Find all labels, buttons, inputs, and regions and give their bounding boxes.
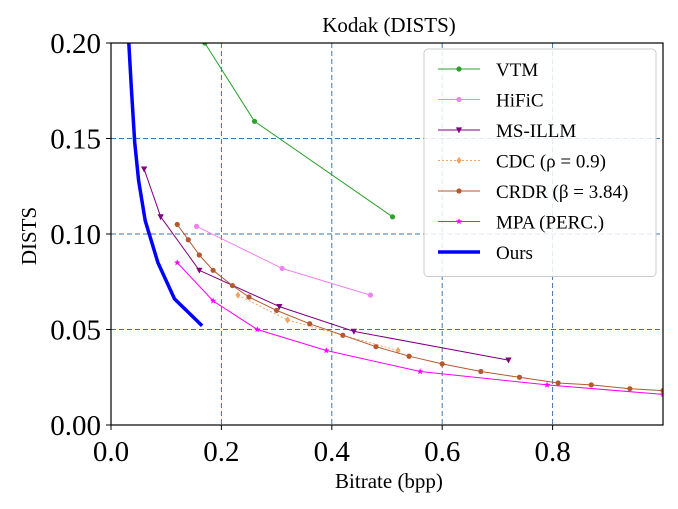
data-point-mpa-perc <box>174 259 181 266</box>
data-point-crdr-3-84 <box>307 321 313 327</box>
x-tick-label: 0.2 <box>203 436 239 468</box>
data-point-hific <box>367 292 374 298</box>
series-crdr-3-84 <box>174 221 663 394</box>
data-point-crdr-3-84 <box>555 380 561 386</box>
data-point-crdr-3-84 <box>588 382 594 388</box>
y-tick-label: 0.00 <box>50 410 101 442</box>
data-point-ms-illm <box>350 328 357 335</box>
series-vtm <box>202 43 396 220</box>
x-tick-label: 0.8 <box>534 436 570 468</box>
data-point-crdr-3-84 <box>185 237 191 243</box>
data-point-crdr-3-84 <box>210 267 216 273</box>
legend-entry-hific: HiFiC <box>438 91 544 112</box>
data-point-mpa-perc <box>659 391 663 398</box>
legend-entry-cdc-0-9: CDC (ρ = 0.9) <box>438 152 606 173</box>
data-point-crdr-3-84 <box>174 221 180 228</box>
data-point-crdr-3-84 <box>478 368 484 375</box>
legend-marker <box>456 156 462 165</box>
data-point-crdr-3-84 <box>660 388 663 394</box>
data-point-cdc-0-9 <box>395 346 401 355</box>
legend-marker <box>455 127 463 134</box>
data-point-crdr-3-84 <box>229 282 236 289</box>
legend-label: HiFiC <box>496 91 544 112</box>
legend-entry-mpa-perc: MPA (PERC.) <box>438 213 604 234</box>
legend-label: Ours <box>496 243 533 264</box>
data-point-crdr-3-84 <box>516 374 523 380</box>
data-point-ms-illm <box>276 303 283 310</box>
legend-entry-ms-illm: MS-ILLM <box>438 121 576 142</box>
chart-title: Kodak (DISTS) <box>322 13 456 37</box>
data-point-crdr-3-84 <box>439 361 445 367</box>
data-point-crdr-3-84 <box>406 353 412 359</box>
series-line-ms-illm <box>143 168 509 361</box>
data-point-crdr-3-84 <box>340 332 346 338</box>
data-point-crdr-3-84 <box>627 386 633 392</box>
legend-box <box>423 48 657 277</box>
x-tick-label: 0.6 <box>424 436 460 468</box>
legend-label: CRDR (β = 3.84) <box>496 182 628 203</box>
legend-marker <box>456 188 462 194</box>
series-ours <box>127 43 204 327</box>
data-point-cdc-0-9 <box>235 291 241 299</box>
data-point-crdr-3-84 <box>196 252 202 258</box>
legend-entry-ours: Ours <box>438 243 533 264</box>
data-point-vtm <box>202 43 208 46</box>
data-point-mpa-perc <box>209 297 217 304</box>
data-point-mpa-perc <box>543 381 551 388</box>
legend: VTM HiFiC MS-ILLM CDC (ρ = 0.9) CRDR (β = 3.… <box>423 48 657 277</box>
y-tick-label: 0.20 <box>50 28 101 60</box>
data-point-cdc-0-9 <box>285 316 291 324</box>
plot-series <box>127 43 663 398</box>
y-tick-label: 0.10 <box>50 219 101 251</box>
x-tick-label: 0.4 <box>314 436 351 468</box>
series-hific <box>193 223 374 298</box>
legend-marker <box>456 96 462 103</box>
legend-marker <box>456 66 462 72</box>
data-point-vtm <box>389 214 396 220</box>
x-tick-label: 0.0 <box>93 436 129 468</box>
legend-label: VTM <box>496 60 538 81</box>
legend-label: MPA (PERC.) <box>496 213 604 234</box>
series-line-ours <box>127 43 204 327</box>
data-point-ms-illm <box>196 267 203 274</box>
legend-marker <box>455 218 463 225</box>
data-point-ms-illm <box>157 214 164 221</box>
y-tick-label: 0.15 <box>50 124 101 156</box>
data-point-hific <box>193 223 200 229</box>
data-point-crdr-3-84 <box>373 344 379 350</box>
legend-label: MS-ILLM <box>496 121 576 142</box>
data-point-crdr-3-84 <box>246 294 252 300</box>
axis-ticks: 0.0 0.2 0.4 0.6 0.8 0.00 0.05 0.10 0.15 0.20 <box>50 28 570 468</box>
data-point-ms-illm <box>141 166 148 173</box>
data-point-mpa-perc <box>416 368 424 375</box>
series-ms-illm <box>141 166 512 364</box>
plot-area <box>127 43 663 398</box>
data-point-mpa-perc <box>254 326 261 333</box>
data-point-mpa-perc <box>323 347 330 354</box>
legend-label: CDC (ρ = 0.9) <box>496 152 606 173</box>
data-point-ms-illm <box>505 357 512 364</box>
series-mpa-perc <box>174 259 663 398</box>
data-point-crdr-3-84 <box>274 307 280 313</box>
y-tick-label: 0.05 <box>50 315 101 347</box>
legend-entry-crdr-3-84: CRDR (β = 3.84) <box>438 182 628 203</box>
x-axis-label: Bitrate (bpp) <box>335 469 443 493</box>
series-line-crdr-3-84 <box>176 224 663 392</box>
series-cdc-0-9 <box>235 291 401 355</box>
legend-entry-vtm: VTM <box>438 60 538 81</box>
y-axis-label: DISTS <box>17 207 41 265</box>
data-point-vtm <box>251 118 258 124</box>
data-point-hific <box>279 265 285 271</box>
